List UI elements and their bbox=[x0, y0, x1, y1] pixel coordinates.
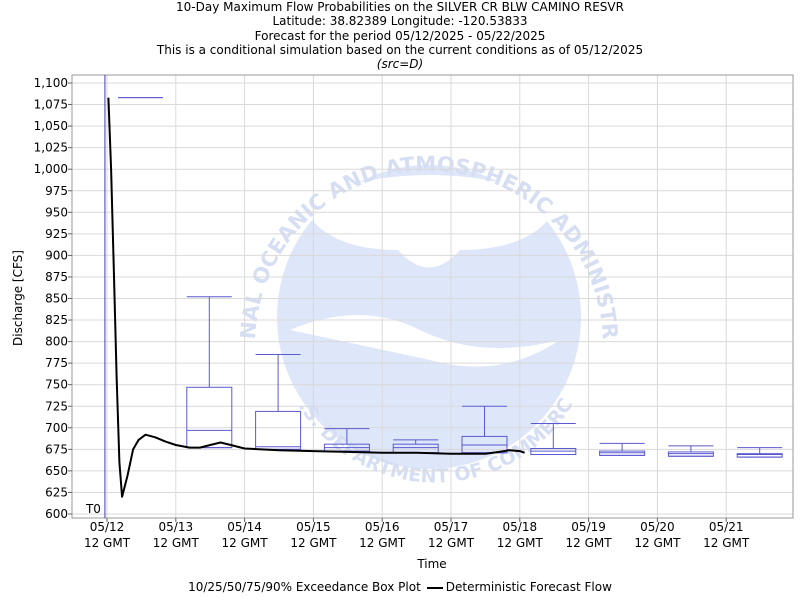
box-plot bbox=[736, 447, 783, 458]
y-axis: 600 625 650 675 700 725 750 775 800 825 850 875 900 9… bbox=[34, 76, 72, 521]
noaa-globe-icon bbox=[277, 165, 581, 469]
chart-period: Forecast for the period 05/12/2025 - 05/… bbox=[254, 28, 546, 43]
y-tick-label: 925 bbox=[45, 227, 68, 241]
y-axis-label: Discharge [CFS] bbox=[11, 250, 25, 346]
chart-location: Latitude: 38.82389 Longitude: -120.53833 bbox=[272, 14, 528, 29]
x-axis: 05/12 12 GMT 05/13 12 GMT 05/14 12 GMT 05/15 12… bbox=[84, 518, 750, 550]
legend-line-swatch bbox=[426, 586, 443, 589]
x-tick-label-date: 05/15 bbox=[296, 520, 331, 534]
deterministic-line-group bbox=[107, 97, 525, 498]
y-tick-label: 950 bbox=[45, 205, 68, 219]
noaa-watermark: NOAA NATIONAL OCEANIC AND ATMOSPHERIC AD… bbox=[0, 0, 622, 488]
chart-title-block: 10-Day Maximum Flow Probabilities on the… bbox=[0, 0, 800, 71]
y-tick-label: 1,100 bbox=[34, 76, 68, 90]
chart-source: (src=D) bbox=[376, 57, 424, 72]
box-iqr bbox=[736, 453, 783, 458]
chart-note: This is a conditional simulation based o… bbox=[156, 42, 644, 57]
y-tick-label: 750 bbox=[45, 378, 68, 392]
x-tick-label-date: 05/16 bbox=[365, 520, 400, 534]
box-plots bbox=[118, 97, 783, 458]
x-tick-label-time: 12 GMT bbox=[703, 536, 750, 550]
y-tick-label: 700 bbox=[45, 421, 68, 435]
y-tick-label: 775 bbox=[45, 356, 68, 370]
deterministic-line bbox=[107, 97, 525, 498]
noaa-bird-icon bbox=[300, 175, 560, 268]
box-plot bbox=[186, 296, 233, 449]
y-tick-label: 900 bbox=[45, 248, 68, 262]
y-tick-label: 650 bbox=[45, 464, 68, 478]
box-plot bbox=[667, 445, 714, 457]
x-tick-label-time: 12 GMT bbox=[497, 536, 544, 550]
plot-frame bbox=[71, 74, 794, 519]
y-tick-label: 1,025 bbox=[34, 141, 68, 155]
y-tick-label: 1,000 bbox=[34, 162, 68, 176]
chart-title: 10-Day Maximum Flow Probabilities on the… bbox=[176, 0, 624, 14]
y-tick-label: 725 bbox=[45, 399, 68, 413]
box-iqr bbox=[255, 410, 302, 450]
x-tick-label-time: 12 GMT bbox=[290, 536, 337, 550]
y-tick-label: 1,075 bbox=[34, 98, 68, 112]
y-tick-label: 600 bbox=[45, 507, 68, 521]
x-tick-label-date: 05/13 bbox=[159, 520, 194, 534]
x-tick-label-time: 12 GMT bbox=[428, 536, 475, 550]
x-axis-label: Time bbox=[416, 557, 446, 571]
x-tick-label-date: 05/14 bbox=[227, 520, 262, 534]
x-tick-label-time: 12 GMT bbox=[359, 536, 406, 550]
y-tick-label: 675 bbox=[45, 442, 68, 456]
y-tick-label: 800 bbox=[45, 335, 68, 349]
x-tick-label-time: 12 GMT bbox=[84, 536, 131, 550]
x-tick-label-date: 05/20 bbox=[640, 520, 675, 534]
x-tick-label-date: 05/18 bbox=[503, 520, 538, 534]
x-tick-label-time: 12 GMT bbox=[222, 536, 269, 550]
legend-line-label: Deterministic Forecast Flow bbox=[445, 580, 612, 594]
grid-lines bbox=[72, 75, 793, 518]
y-tick-label: 625 bbox=[45, 485, 68, 499]
x-tick-label-date: 05/19 bbox=[571, 520, 606, 534]
y-tick-label: 875 bbox=[45, 270, 68, 284]
legend: 10/25/50/75/90% Exceedance Box Plot Deter… bbox=[0, 580, 800, 594]
x-tick-label-time: 12 GMT bbox=[566, 536, 613, 550]
t0-marker: T0 bbox=[85, 75, 106, 518]
y-tick-label: 975 bbox=[45, 184, 68, 198]
noaa-wave-icon bbox=[290, 315, 560, 367]
noaa-logo-text: NOAA bbox=[346, 196, 513, 256]
x-tick-label-time: 12 GMT bbox=[153, 536, 200, 550]
x-tick-label-time: 12 GMT bbox=[634, 536, 681, 550]
y-tick-label: 850 bbox=[45, 292, 68, 306]
box-plot bbox=[530, 422, 577, 456]
y-tick-label: 1,050 bbox=[34, 119, 68, 133]
t0-label: T0 bbox=[85, 502, 101, 516]
x-tick-label-date: 05/21 bbox=[709, 520, 744, 534]
box-plot bbox=[599, 442, 646, 456]
box-iqr bbox=[186, 386, 233, 449]
x-tick-label-date: 05/17 bbox=[434, 520, 469, 534]
x-tick-label-date: 05/12 bbox=[90, 520, 125, 534]
legend-box-label: 10/25/50/75/90% Exceedance Box Plot bbox=[188, 580, 421, 594]
y-tick-label: 825 bbox=[45, 313, 68, 327]
